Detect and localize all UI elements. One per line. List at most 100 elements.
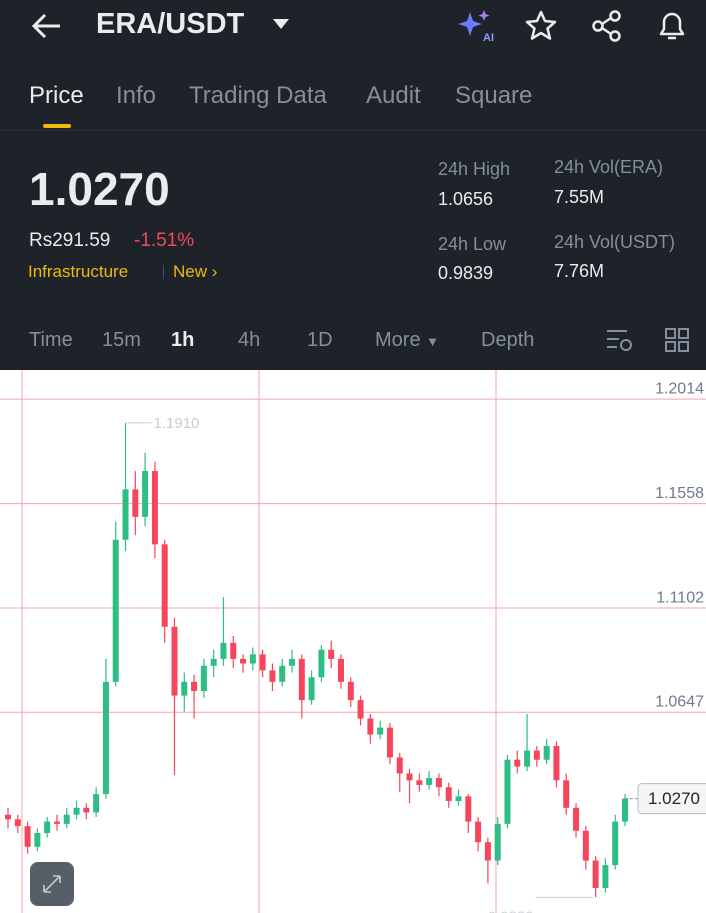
- y-tick-label: 1.1102: [656, 589, 704, 606]
- new-badge[interactable]: New ›: [173, 262, 218, 281]
- candle-body: [347, 681, 354, 701]
- y-tick-label: 1.2014: [655, 380, 704, 397]
- candle-body: [406, 773, 413, 781]
- candle-body: [102, 681, 109, 795]
- expand-button[interactable]: [30, 862, 74, 906]
- candle-body: [289, 658, 296, 666]
- candle-body: [396, 757, 403, 774]
- candle-body: [161, 544, 168, 627]
- separator: [163, 265, 164, 279]
- candle-body: [181, 681, 188, 696]
- stat-value: 0.9839: [438, 263, 494, 283]
- candle-body: [230, 642, 237, 659]
- candle-body: [612, 821, 619, 866]
- local-price: Rs291.59: [29, 230, 111, 251]
- low-marker-label: 0.9839: [488, 908, 534, 913]
- candle-body: [122, 489, 129, 540]
- share-button[interactable]: [590, 9, 624, 43]
- layout-toggle[interactable]: [664, 327, 692, 355]
- candle-body: [93, 794, 100, 813]
- timeframe-more[interactable]: More ▼: [375, 329, 440, 351]
- timeframe[interactable]: Depth: [481, 329, 535, 351]
- candle-body: [191, 681, 198, 691]
- tab-active[interactable]: Price: [29, 82, 84, 109]
- timeframe[interactable]: Time: [29, 329, 73, 351]
- candle-body: [308, 677, 315, 701]
- back-button[interactable]: [30, 12, 64, 40]
- candle-body: [328, 649, 335, 659]
- divider: [0, 130, 706, 131]
- timeframe[interactable]: 15m: [102, 329, 141, 351]
- candle-body: [44, 821, 51, 834]
- candle-body: [416, 780, 423, 785]
- candle-body: [259, 654, 266, 671]
- candle-body: [494, 823, 501, 861]
- candle-body: [426, 778, 433, 785]
- candle-body: [592, 860, 599, 889]
- tab[interactable]: Audit: [366, 82, 421, 109]
- candle-body: [240, 658, 247, 664]
- indicator-settings[interactable]: [605, 327, 635, 355]
- stat-label: 24h Low: [438, 234, 507, 254]
- candle-body: [24, 826, 31, 847]
- candle-body: [573, 807, 580, 831]
- expand-icon: [43, 875, 61, 893]
- candle-body: [337, 658, 344, 682]
- high-marker-label: 1.1910: [154, 415, 200, 432]
- candle-body: [53, 821, 60, 824]
- candle-body: [298, 658, 305, 701]
- candle-body: [318, 649, 325, 678]
- chart-background: [0, 370, 706, 913]
- candle-body: [73, 807, 80, 815]
- candle-body: [83, 807, 90, 813]
- candle-body: [142, 471, 149, 517]
- candle-body: [563, 780, 570, 808]
- pair-dropdown[interactable]: [272, 18, 290, 30]
- ai-label: AI: [483, 32, 494, 44]
- last-price-label: 1.0270: [648, 789, 700, 808]
- y-tick-label: 1.1558: [655, 485, 704, 502]
- candle-body: [435, 778, 442, 788]
- candle-body: [602, 865, 609, 889]
- candle-body: [524, 750, 531, 767]
- price-change: -1.51%: [134, 230, 195, 251]
- stat-value: 7.76M: [554, 261, 605, 281]
- candle-body: [377, 727, 384, 735]
- candle-body: [249, 654, 256, 664]
- candle-body: [200, 665, 207, 691]
- timeframe-active[interactable]: 1h: [171, 329, 195, 351]
- stat-label: 24h High: [438, 159, 511, 179]
- candle-body: [475, 821, 482, 843]
- candle-body: [34, 833, 41, 847]
- candle-body: [582, 830, 589, 861]
- last-price: 1.0270: [29, 163, 170, 215]
- notification-button[interactable]: [655, 8, 689, 44]
- candle-body: [514, 759, 521, 767]
- candle-body: [5, 814, 11, 820]
- candle-body: [171, 626, 178, 696]
- tab[interactable]: Trading Data: [189, 82, 327, 109]
- sector-tag[interactable]: Infrastructure: [28, 262, 129, 281]
- stat-value: 7.55M: [554, 187, 605, 207]
- tab[interactable]: Info: [116, 82, 157, 109]
- candle-body: [622, 798, 628, 822]
- stat-value: 1.0656: [438, 189, 494, 209]
- timeframe[interactable]: 1D: [307, 329, 333, 351]
- candle-body: [543, 745, 550, 760]
- candle-body: [553, 745, 560, 781]
- favorite-button[interactable]: [524, 9, 558, 43]
- candle-body: [279, 665, 286, 682]
- candle-body: [112, 539, 119, 682]
- pair-title[interactable]: ERA/USDT: [96, 8, 245, 40]
- tab[interactable]: Square: [455, 82, 533, 109]
- candle-body: [504, 759, 511, 824]
- tab-indicator: [43, 124, 71, 128]
- stat-label: 24h Vol(ERA): [554, 157, 664, 177]
- candle-body: [132, 489, 139, 517]
- more-text: More: [375, 329, 421, 351]
- candle-body: [220, 642, 227, 659]
- timeframe[interactable]: 4h: [238, 329, 261, 351]
- candle-body: [367, 718, 374, 735]
- ai-button[interactable]: AI: [456, 8, 496, 44]
